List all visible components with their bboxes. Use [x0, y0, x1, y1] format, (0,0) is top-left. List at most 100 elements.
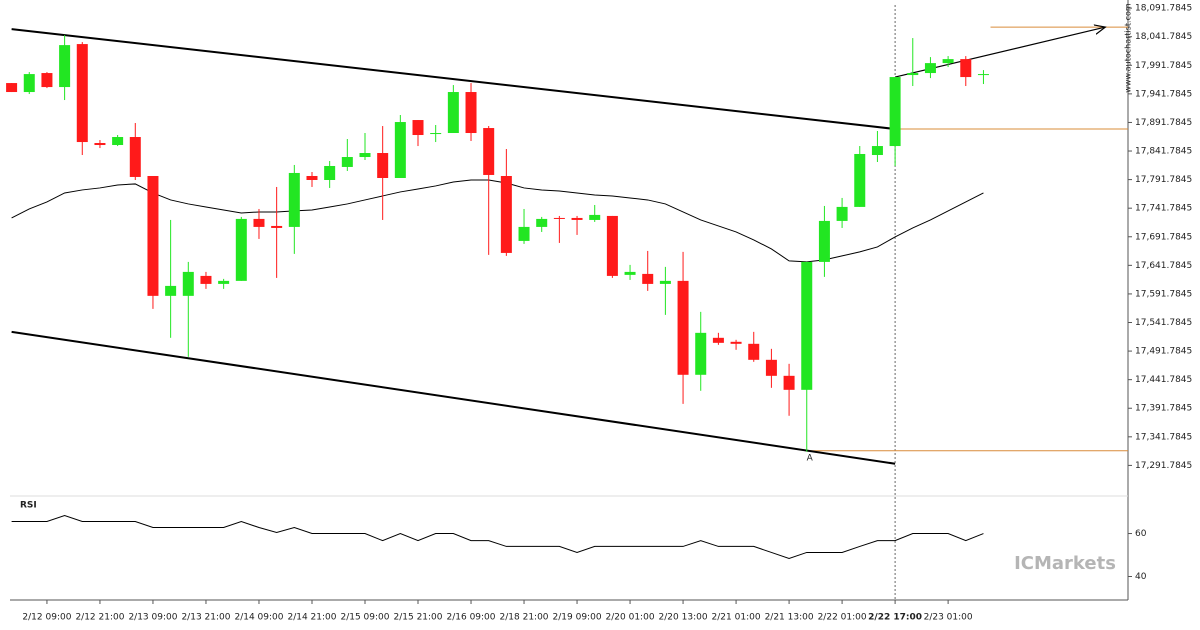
candle-body: [112, 137, 124, 146]
candle-body: [500, 175, 512, 253]
candle-body: [818, 220, 830, 262]
y-tick-label: 17,341.7845: [1135, 432, 1192, 442]
candle-body: [677, 280, 689, 375]
candle-body: [871, 146, 883, 156]
x-tick-label: 2/19 09:00: [553, 613, 602, 623]
candle-body: [271, 225, 283, 228]
candle-body: [288, 172, 300, 227]
x-tick-label: 2/22 17:00: [868, 613, 922, 623]
y-tick-label: 17,541.7845: [1135, 318, 1192, 328]
candle-body: [748, 343, 760, 360]
x-tick-label: 2/21 13:00: [765, 613, 814, 623]
x-tick-label: 2/20 01:00: [606, 613, 655, 623]
candle-body: [624, 271, 636, 275]
candle-body: [94, 143, 106, 146]
candle-body: [942, 59, 954, 64]
candle-body: [960, 59, 972, 78]
candle-body: [465, 92, 477, 134]
level-label: A: [807, 453, 814, 463]
x-tick-label: 2/14 21:00: [287, 613, 336, 623]
candle-body: [235, 218, 247, 281]
candle-body: [730, 341, 742, 344]
candle-body: [836, 206, 848, 221]
candle-body: [571, 217, 583, 220]
candle-body: [430, 133, 442, 135]
candle-body: [412, 120, 424, 136]
x-tick-label: 2/15 09:00: [340, 613, 389, 623]
candle-body: [200, 275, 212, 284]
candle-body: [165, 285, 177, 296]
x-tick-label: 2/13 09:00: [128, 613, 177, 623]
x-tick-label: 2/22 01:00: [818, 613, 867, 623]
candle-body: [253, 218, 265, 227]
y-tick-label: 17,291.7845: [1135, 461, 1192, 471]
x-tick-label: 2/12 09:00: [22, 613, 71, 623]
candle-body: [659, 280, 671, 284]
x-tick-label: 2/20 13:00: [659, 613, 708, 623]
candle-body: [76, 44, 88, 143]
candle-body: [536, 218, 548, 227]
x-tick-label: 2/23 01:00: [924, 613, 973, 623]
y-tick-label: 17,741.7845: [1135, 204, 1192, 214]
site-watermark: www.autochartist.com: [1124, 3, 1133, 93]
candle-body: [889, 77, 901, 147]
candle-body: [712, 337, 724, 343]
candle-body: [783, 375, 795, 390]
x-tick-label: 2/21 01:00: [712, 613, 761, 623]
candle-body: [695, 332, 707, 375]
x-tick-label: 2/13 21:00: [181, 613, 230, 623]
y-tick-label: 17,391.7845: [1135, 404, 1192, 414]
candle-body: [341, 157, 353, 167]
candle-body: [977, 74, 989, 76]
candle-body: [589, 214, 601, 220]
candle-body: [553, 217, 565, 219]
trend-line: [11, 330, 896, 465]
y-tick-label: 18,041.7845: [1135, 32, 1192, 42]
rsi-line: [11, 514, 984, 559]
candle-body: [6, 83, 18, 93]
candle-body: [218, 280, 230, 284]
y-tick-label: 17,891.7845: [1135, 118, 1192, 128]
candle-body: [518, 226, 530, 241]
y-tick-label: 17,941.7845: [1135, 89, 1192, 99]
candle-body: [182, 271, 194, 296]
candle-body: [483, 128, 495, 175]
candle-body: [41, 73, 53, 88]
x-tick-label: 2/15 21:00: [394, 613, 443, 623]
candle-body: [606, 215, 618, 276]
candle-body: [801, 261, 813, 390]
broker-watermark: ICMarkets: [1014, 553, 1116, 574]
y-tick-label: 17,591.7845: [1135, 289, 1192, 299]
y-tick-label: 17,691.7845: [1135, 232, 1192, 242]
candle-body: [147, 175, 159, 296]
candle-body: [447, 92, 459, 134]
y-tick-label: 18,091.7845: [1135, 4, 1192, 14]
candle-body: [23, 74, 35, 93]
x-tick-label: 2/16 09:00: [447, 613, 496, 623]
candle-body: [765, 359, 777, 376]
candle-body: [59, 45, 71, 88]
candle-body: [924, 63, 936, 74]
y-tick-label: 17,841.7845: [1135, 147, 1192, 157]
candle-body: [359, 153, 371, 158]
rsi-title: RSI: [20, 501, 37, 511]
y-tick-label: 17,441.7845: [1135, 375, 1192, 385]
candle-body: [854, 153, 866, 207]
candle-body: [642, 273, 654, 284]
candle-body: [907, 73, 919, 76]
y-tick-label: 17,991.7845: [1135, 61, 1192, 71]
x-tick-label: 2/12 21:00: [75, 613, 124, 623]
candle-body: [129, 137, 141, 177]
candle-body: [377, 153, 389, 178]
candle-body: [324, 165, 336, 180]
y-tick-label: 17,641.7845: [1135, 261, 1192, 271]
x-tick-label: 2/14 09:00: [234, 613, 283, 623]
rsi-tick-label: 60: [1135, 529, 1147, 539]
trend-line: [11, 28, 896, 131]
candle-body: [394, 122, 406, 178]
y-tick-label: 17,491.7845: [1135, 347, 1192, 357]
y-tick-label: 17,791.7845: [1135, 175, 1192, 185]
x-tick-label: 2/18 21:00: [500, 613, 549, 623]
